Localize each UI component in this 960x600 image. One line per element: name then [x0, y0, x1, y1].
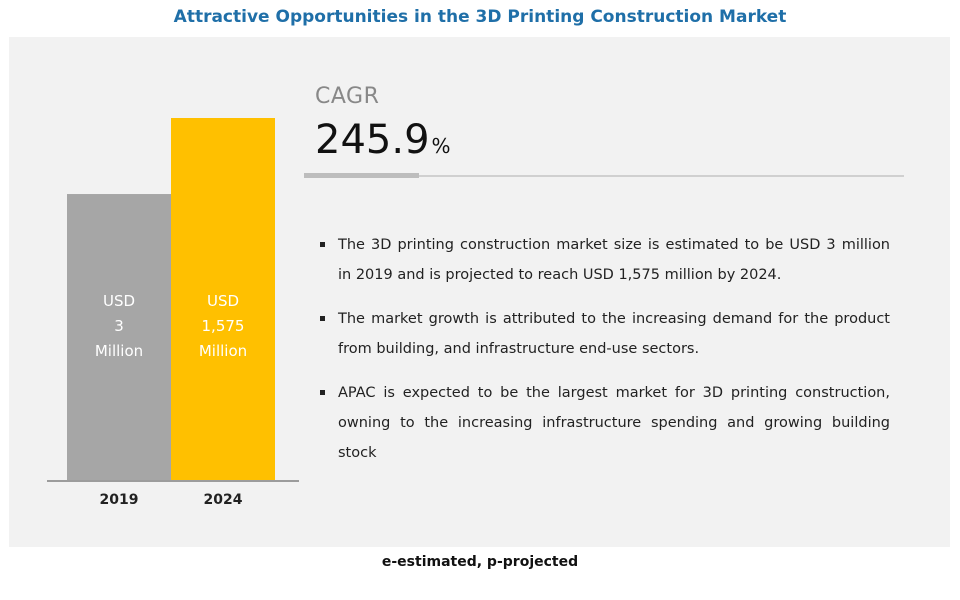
x-tick-label-2024: 2024 [203, 492, 243, 508]
bar-value-label-2019: USD 3 Million [67, 289, 171, 364]
key-point-text: APAC is expected to be the largest marke… [338, 385, 890, 461]
key-point-text: The market growth is attributed to the i… [338, 311, 890, 357]
bar-value-text: Million [198, 342, 248, 360]
page-title: Attractive Opportunities in the 3D Print… [173, 7, 787, 27]
cagr-number: 245.9 [315, 117, 430, 163]
footnote: e-estimated, p-projected [381, 554, 579, 570]
bar-2024 [171, 118, 275, 480]
bar-value-text: 1,575 [201, 317, 245, 335]
key-point-text: The 3D printing construction market size… [338, 237, 890, 283]
cagr-unit: % [431, 134, 451, 158]
bar-chart-svg [47, 118, 299, 482]
infographic-panel: USD 3 Million 2019 USD 1,575 Million 2024 CAGR … [9, 37, 950, 547]
key-point-1: The 3D printing construction market size… [320, 230, 890, 290]
bar-2019 [67, 194, 171, 480]
bar-value-label-2024: USD 1,575 Million [171, 289, 275, 364]
bullet-icon [320, 316, 325, 321]
bar-value-text: USD [102, 292, 136, 310]
cagr-divider-accent [304, 173, 419, 178]
bullet-icon [320, 242, 325, 247]
bar-value-text: USD [206, 292, 240, 310]
key-points-list: The 3D printing construction market size… [320, 230, 890, 482]
cagr-divider [304, 175, 904, 177]
key-point-2: The market growth is attributed to the i… [320, 304, 890, 364]
cagr-value: 245.9% [315, 117, 451, 163]
cagr-label: CAGR [315, 84, 380, 109]
bullet-icon [320, 390, 325, 395]
bar-chart: USD 3 Million 2019 USD 1,575 Million 2024 [9, 37, 309, 557]
bar-value-text: Million [94, 342, 144, 360]
x-tick-label-2019: 2019 [99, 492, 139, 508]
bar-value-text: 3 [114, 317, 124, 335]
key-point-3: APAC is expected to be the largest marke… [320, 378, 890, 468]
